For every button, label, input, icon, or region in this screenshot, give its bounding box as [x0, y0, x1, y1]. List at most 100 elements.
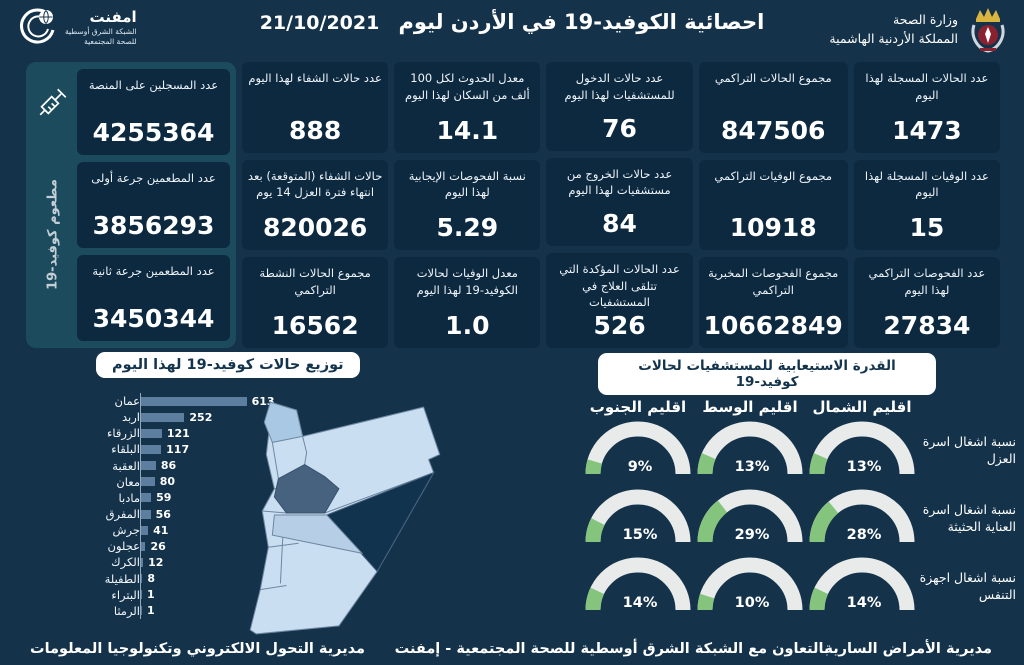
syringe-icon	[39, 88, 67, 116]
bar-row: معان 80	[30, 473, 310, 490]
bar-row: الرمثا 1	[30, 602, 310, 619]
bar-row: البتراء 1	[30, 586, 310, 603]
bar-track: 26	[140, 538, 310, 555]
vaccination-cards: عدد المسجلين على المنصة 4255364 عدد المطعم…	[77, 69, 231, 341]
bar-category-label: المفرق	[105, 507, 140, 522]
jordan-coat-of-arms-icon	[971, 8, 1005, 53]
bar	[141, 525, 149, 535]
gauge-row: نسبة اشغال اسرة العزل 13% 13% 9%	[582, 416, 1018, 484]
capacity-gauges: اقليم الشمال اقليم الوسط اقليم الجنوب نسبة …	[582, 390, 1018, 620]
stat-card-label: مجموع الفحوصات المخبرية التراكمي	[708, 266, 839, 298]
footer-directorate-it: مديرية التحول الالكتروني وتكنولوجيا المع…	[30, 641, 365, 657]
bar	[141, 541, 146, 551]
gauge: 13%	[806, 417, 918, 483]
svg-text:29%: 29%	[735, 527, 770, 543]
bar-track: 80	[140, 473, 310, 490]
bar	[141, 396, 247, 406]
stat-card-label: معدل الوفيات لحالات الكوفيد-19 لهذا اليو…	[416, 266, 518, 298]
bar	[141, 412, 185, 422]
region-header: اقليم الشمال	[812, 398, 912, 416]
stat-card: نسبة الفحوصات الإيجابية لهذا اليوم 5.29	[394, 159, 541, 251]
stat-card-label: عدد حالات الدخول للمستشفيات لهذا اليوم	[564, 71, 675, 102]
bar-row: اربد 252	[30, 409, 310, 426]
gauge: 14%	[806, 553, 918, 619]
stat-card: مجموع الحالات التراكمي 847506	[698, 62, 848, 153]
bar-row: جرش 41	[30, 522, 310, 539]
bar-category-label: البتراء	[111, 587, 140, 602]
bar-row: مادبا 59	[30, 489, 310, 506]
bar-track: 121	[140, 425, 310, 442]
jordan-map	[226, 392, 480, 644]
stats-grid: عدد الحالات المسجلة لهذا اليوم 1473 عدد ال…	[26, 62, 1000, 349]
stat-card-label: عدد الحالات المسجلة لهذا اليوم	[865, 71, 989, 102]
bar-track: 613	[140, 393, 310, 410]
bar-row: الزرقاء 121	[30, 425, 310, 442]
emphnet-line1: الشبكة الشرق أوسطية	[65, 27, 137, 36]
gauge-row-label: نسبة اشغال اجهزة التنفس	[919, 569, 1016, 603]
stat-card-value: 1.0	[445, 311, 490, 341]
bar-category-label: الكرك	[111, 555, 140, 570]
stat-card-label: حالات الشفاء (المتوقعة) بعد انتهاء فترة …	[247, 168, 383, 200]
stats-column-hospital: عدد حالات الدخول للمستشفيات لهذا اليوم 76…	[546, 62, 693, 349]
bar-value: 41	[153, 523, 169, 537]
gauge-row-label: نسبة اشغال اسرة العزل	[922, 433, 1016, 467]
bar-value: 56	[155, 507, 171, 521]
bar-value: 8	[147, 572, 156, 586]
stat-card-value: 4255364	[92, 118, 215, 147]
bar-track: 252	[140, 409, 310, 426]
gauge: 15%	[582, 485, 694, 551]
bar	[141, 477, 155, 487]
stat-card-label: مجموع الحالات التراكمي	[714, 71, 832, 85]
stats-column-recovery: عدد حالات الشفاء لهذا اليوم 888 حالات الشف…	[242, 62, 389, 349]
stat-card-label: نسبة الفحوصات الإيجابية لهذا اليوم	[408, 168, 526, 200]
bar-value: 121	[166, 426, 190, 440]
bar-category-label: عمان	[114, 394, 140, 409]
gauge: 14%	[582, 553, 694, 619]
bar-category-label: معان	[116, 474, 140, 489]
vaccination-strip: مطعوم كوفيد-19	[32, 69, 74, 341]
bar-value: 26	[150, 539, 166, 553]
stat-card: عدد الحالات المسجلة لهذا اليوم 1473	[853, 62, 1000, 153]
gauge: 13%	[694, 417, 806, 483]
bar-row: العقبة 86	[30, 457, 310, 474]
stat-card-value: 526	[593, 311, 646, 341]
bar-value: 117	[166, 442, 190, 456]
page-title: احصائية الكوفيد-19 في الأردن ليوم	[398, 10, 765, 34]
stat-card-label: عدد المسجلين على المنصة	[88, 78, 219, 92]
map-region-irbid	[263, 401, 304, 443]
bar-row: المفرق 56	[30, 505, 310, 523]
stat-card-value: 3856293	[92, 211, 215, 240]
stat-card-label: عدد الحالات المؤكدة التي تتلقى العلاج في…	[559, 262, 680, 310]
gauge-row: نسبة اشغال اسرة العناية الحثيثة 28% 29% 15%	[582, 484, 1018, 552]
ministry-kingdom: المملكة الأردنية الهاشمية	[829, 31, 958, 46]
stats-column-cumulative: مجموع الحالات التراكمي 847506 مجموع الوفيا…	[698, 62, 848, 349]
bar	[141, 428, 162, 438]
bar	[141, 509, 151, 519]
bar-track: 59	[140, 489, 310, 506]
region-header: اقليم الجنوب	[589, 398, 687, 416]
stat-card: مجموع الفحوصات المخبرية التراكمي 10662849	[698, 257, 848, 349]
bar-category-label: اربد	[122, 410, 140, 425]
report-date: 21/10/2021	[259, 12, 380, 34]
stat-card: حالات الشفاء (المتوقعة) بعد انتهاء فترة …	[242, 159, 389, 251]
gauge: 10%	[694, 553, 806, 619]
stat-card-value: 10918	[729, 213, 817, 243]
vaccinated-vertical-label: مطعوم كوفيد-19	[45, 179, 61, 290]
cases-bar-chart: عمان 613 اربد 252 الزرقاء 121 البلقاء 117 العقبة…	[30, 393, 310, 619]
bar	[141, 557, 144, 567]
bar	[141, 590, 142, 600]
bar-category-label: العقبة	[112, 458, 140, 473]
stat-card: مجموع الحالات النشطة التراكمي 16562	[242, 257, 389, 349]
stat-card: مجموع الوفيات التراكمي 10918	[698, 159, 848, 251]
ministry-logo-block: وزارة الصحة المملكة الأردنية الهاشمية	[829, 7, 1010, 53]
bar-row: عمان 613	[30, 393, 310, 410]
stat-card-value: 10662849	[703, 311, 843, 341]
stat-card: عدد المطعمين جرعة ثانية 3450344	[77, 255, 231, 341]
footer-directorate-diseases: مديرية الأمراض السارية	[824, 641, 992, 657]
stat-card-value: 3450344	[92, 304, 215, 333]
emphnet-globe-icon	[20, 8, 55, 44]
svg-text:10%: 10%	[735, 595, 770, 611]
bar-track: 56	[140, 505, 310, 523]
stat-card: معدل الحدوث لكل 100 ألف من السكان لهذا ا…	[394, 62, 541, 153]
bar-category-label: البلقاء	[111, 442, 140, 457]
